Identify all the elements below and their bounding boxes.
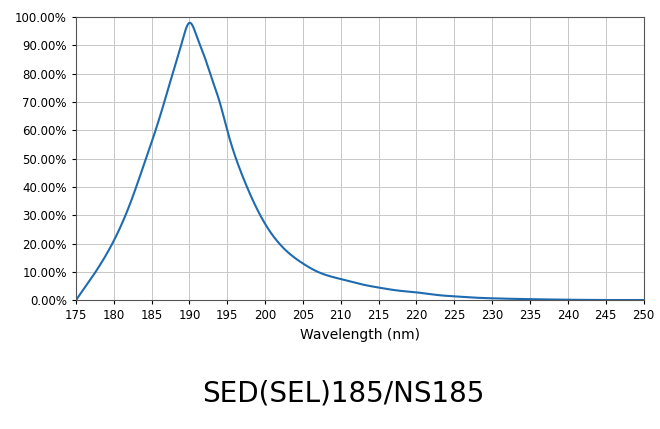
Text: SED(SEL)185/NS185: SED(SEL)185/NS185	[202, 380, 484, 408]
X-axis label: Wavelength (nm): Wavelength (nm)	[300, 328, 420, 342]
